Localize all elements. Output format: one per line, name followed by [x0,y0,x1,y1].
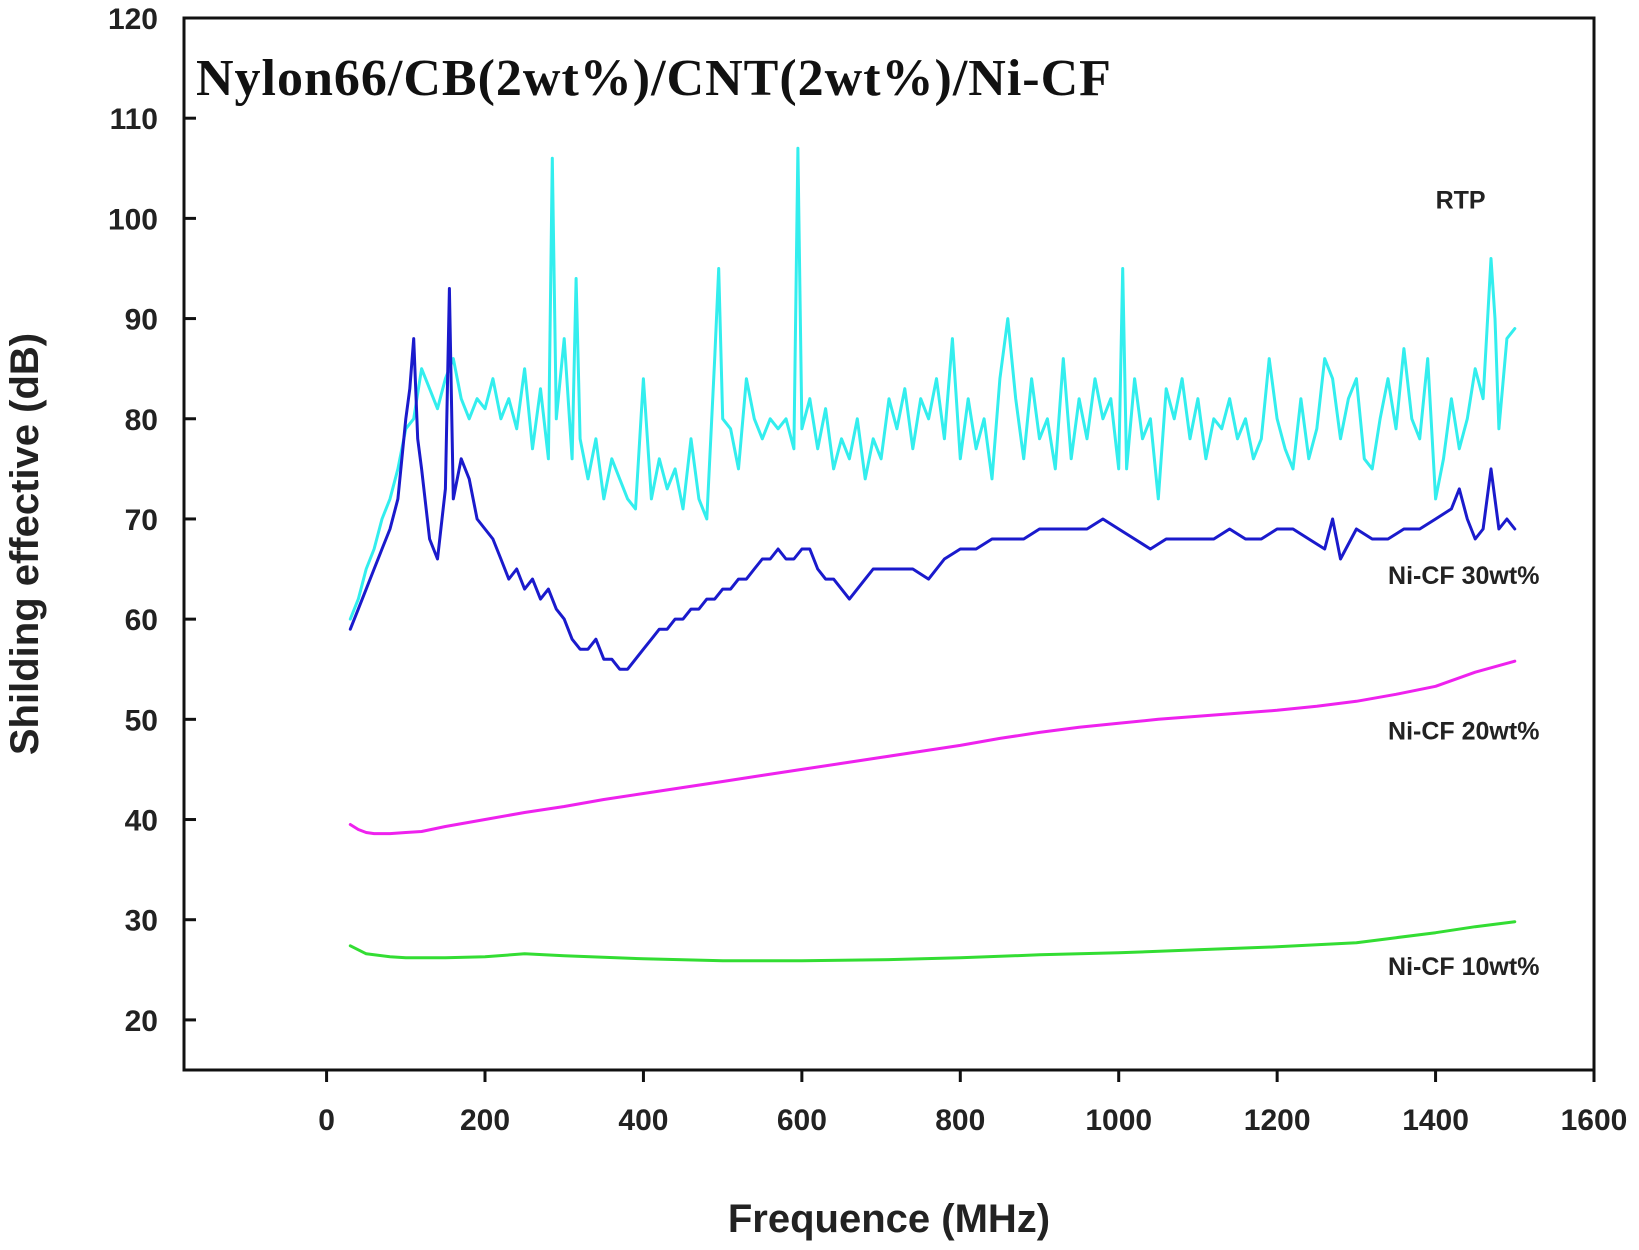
y-tick-label: 120 [108,3,158,36]
x-tick-label: 800 [935,1104,985,1137]
series-label-ni-cf-20wt-: Ni-CF 20wt% [1388,717,1539,745]
y-tick-label: 50 [125,704,158,737]
y-tick-label: 90 [125,304,158,337]
x-tick-label: 200 [460,1104,510,1137]
y-axis-label: Shilding effective (dB) [3,333,47,755]
series-line-ni-cf-20wt- [348,659,1517,836]
series-label-rtp: RTP [1436,186,1486,214]
plot-frame [182,16,1596,1072]
series-line-ni-cf-10wt- [348,920,1517,963]
y-tick-label: 40 [125,805,158,838]
x-tick-label: 1200 [1244,1104,1311,1137]
x-tick-label: 400 [618,1104,668,1137]
y-tick-label: 70 [125,504,158,537]
series-label-ni-cf-30wt-: Ni-CF 30wt% [1388,562,1539,590]
series-line-rtp [348,146,1517,621]
y-tick-label: 60 [125,604,158,637]
x-tick-label: 0 [318,1104,335,1137]
series-line-ni-cf-30wt- [348,287,1517,671]
x-tick-label: 1600 [1561,1104,1628,1137]
x-tick-label: 1000 [1085,1104,1152,1137]
series-labels: RTP Ni-CF 30wt% Ni-CF 20wt% Ni-CF 10wt% [1388,186,1539,980]
x-axis-label: Frequence (MHz) [728,1197,1050,1241]
series-label-ni-cf-10wt-: Ni-CF 10wt% [1388,953,1539,981]
y-tick-label: 100 [108,203,158,236]
x-tick-label: 1400 [1402,1104,1469,1137]
x-tick-label: 600 [777,1104,827,1137]
series-lines [348,146,1517,963]
y-tick-label: 80 [125,404,158,437]
y-tick-label: 30 [125,905,158,938]
chart-title: Nylon66/CB(2wt%)/CNT(2wt%)/Ni-CF [196,50,1112,107]
y-tick-label: 20 [125,1005,158,1038]
y-tick-label: 110 [110,103,158,136]
